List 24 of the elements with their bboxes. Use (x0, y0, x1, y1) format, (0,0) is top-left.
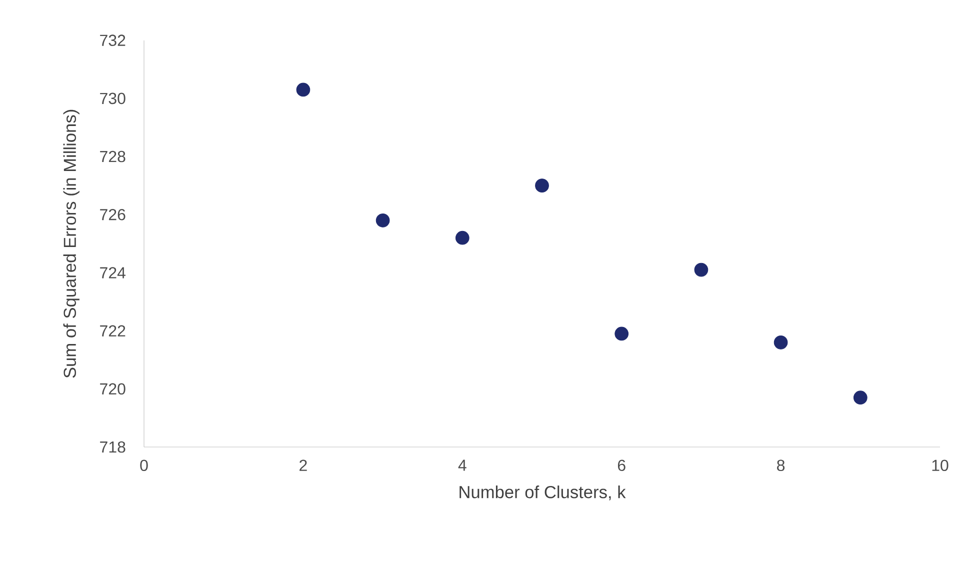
y-axis-title: Sum of Squared Errors (in Millions) (63, 110, 80, 378)
point (853, 390, 868, 405)
point (376, 213, 390, 228)
x-tick-label: 8 (777, 460, 785, 472)
y-tick-label: 718 (100, 441, 126, 453)
point (694, 262, 708, 277)
point (455, 230, 470, 245)
x-tick-label: 6 (618, 460, 626, 472)
x-tick-label: 2 (300, 460, 307, 471)
y-tick-label: 726 (100, 208, 126, 220)
x-tick-label: 0 (140, 460, 148, 472)
y-tick-label: 720 (100, 383, 126, 395)
y-tick-label: 724 (100, 267, 126, 278)
x-axis-title: Number of Clusters, k (460, 486, 626, 500)
x-tick-label: 4 (458, 460, 466, 471)
point (614, 326, 629, 341)
point (296, 82, 310, 97)
y-tick-label: 728 (100, 150, 126, 162)
point (774, 335, 788, 350)
y-tick-label: 730 (100, 92, 126, 104)
point (535, 178, 549, 193)
y-tick-label: 722 (100, 325, 126, 336)
y-tick-label: 732 (100, 34, 126, 46)
x-tick-label: 10 (932, 460, 948, 472)
